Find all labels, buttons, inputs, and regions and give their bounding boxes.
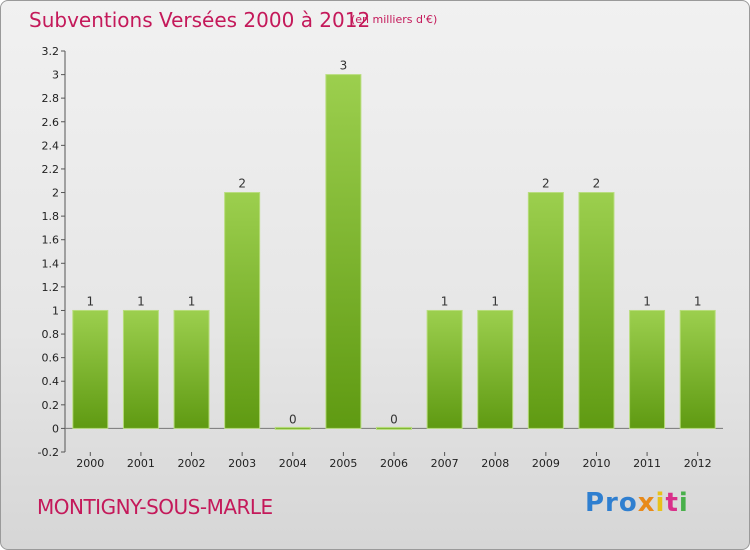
proxiti-logo[interactable]: Proxiti — [585, 488, 689, 518]
y-tick-label: 0.6 — [42, 352, 60, 365]
y-tick-label: 2 — [52, 187, 59, 200]
data-label-2010: 2 — [593, 177, 601, 191]
y-tick-label: 0.4 — [42, 375, 60, 388]
logo-part-1: Pro — [585, 488, 638, 518]
bar-2004 — [274, 426, 311, 430]
bar-2011 — [629, 309, 666, 429]
bar-2008 — [477, 309, 514, 429]
y-tick-label: 1.4 — [42, 257, 60, 270]
x-tick-label-2001: 2001 — [127, 457, 155, 470]
y-tick-label: 2.2 — [42, 163, 60, 176]
y-tick-label: -0.2 — [38, 446, 59, 459]
axes: -0.2 0 0.2 0.4 0.6 0.8 1 1.2 1.4 1.6 1.8 2 2.2 2.4 2.6… — [38, 45, 723, 459]
y-tick-label: 2.6 — [42, 116, 60, 129]
x-tick-label-2010: 2010 — [582, 457, 610, 470]
x-tick-label-2000: 2000 — [76, 457, 104, 470]
y-tick-label: 2.4 — [42, 139, 60, 152]
labels: 1 2000 1 2001 1 2002 2 2003 0 2004 3 2005 0 2006 1 2007… — [76, 59, 711, 470]
y-tick-label: 3.2 — [42, 45, 60, 58]
y-tick-label: 1 — [52, 304, 59, 317]
x-tick-label-2006: 2006 — [380, 457, 408, 470]
data-label-2003: 2 — [238, 177, 246, 191]
data-label-2011: 1 — [643, 294, 651, 308]
bar-2003 — [224, 192, 261, 429]
data-label-2008: 1 — [491, 294, 499, 308]
data-label-2000: 1 — [86, 294, 94, 308]
bar-2002 — [173, 309, 210, 429]
x-tick-label-2003: 2003 — [228, 457, 256, 470]
logo-part-5: i — [678, 488, 689, 518]
data-label-2002: 1 — [188, 294, 196, 308]
data-label-2006: 0 — [390, 412, 398, 426]
x-tick-label-2002: 2002 — [178, 457, 206, 470]
data-label-2009: 2 — [542, 177, 550, 191]
data-label-2012: 1 — [694, 294, 702, 308]
bar-2001 — [122, 309, 159, 429]
data-label-2007: 1 — [441, 294, 449, 308]
x-tick-label-2011: 2011 — [633, 457, 661, 470]
x-tick-label-2009: 2009 — [532, 457, 560, 470]
commune-name: MONTIGNY-SOUS-MARLE — [37, 495, 273, 519]
y-tick-label: 3 — [52, 69, 59, 82]
y-tick-label: 1.2 — [42, 281, 60, 294]
data-label-2005: 3 — [340, 59, 348, 73]
x-tick-label-2008: 2008 — [481, 457, 509, 470]
logo-part-2: x — [637, 488, 656, 518]
bar-2005 — [325, 74, 362, 429]
data-label-2004: 0 — [289, 412, 297, 426]
bar-2010 — [578, 192, 615, 429]
bar-2012 — [679, 309, 716, 429]
x-tick-label-2012: 2012 — [684, 457, 712, 470]
y-tick-label: 0.8 — [42, 328, 60, 341]
x-tick-label-2004: 2004 — [279, 457, 307, 470]
bars — [72, 74, 716, 430]
bar-2000 — [72, 309, 109, 429]
y-tick-label: 0 — [52, 422, 59, 435]
y-tick-label: 1.6 — [42, 234, 60, 247]
bar-2007 — [426, 309, 463, 429]
x-tick-label-2007: 2007 — [431, 457, 459, 470]
y-tick-label: 2.8 — [42, 92, 60, 105]
y-tick-label: 1.8 — [42, 210, 60, 223]
bar-2009 — [527, 192, 564, 429]
logo-part-3: i — [655, 488, 666, 518]
chart-title: Subventions Versées 2000 à 2012 — [29, 8, 371, 32]
bar-2006 — [376, 426, 412, 430]
logo-part-4: t — [665, 488, 679, 518]
data-label-2001: 1 — [137, 294, 145, 308]
y-tick-label: 0.2 — [42, 399, 60, 412]
unit-note: (en milliers d'€) — [351, 13, 438, 26]
x-tick-label-2005: 2005 — [329, 457, 357, 470]
